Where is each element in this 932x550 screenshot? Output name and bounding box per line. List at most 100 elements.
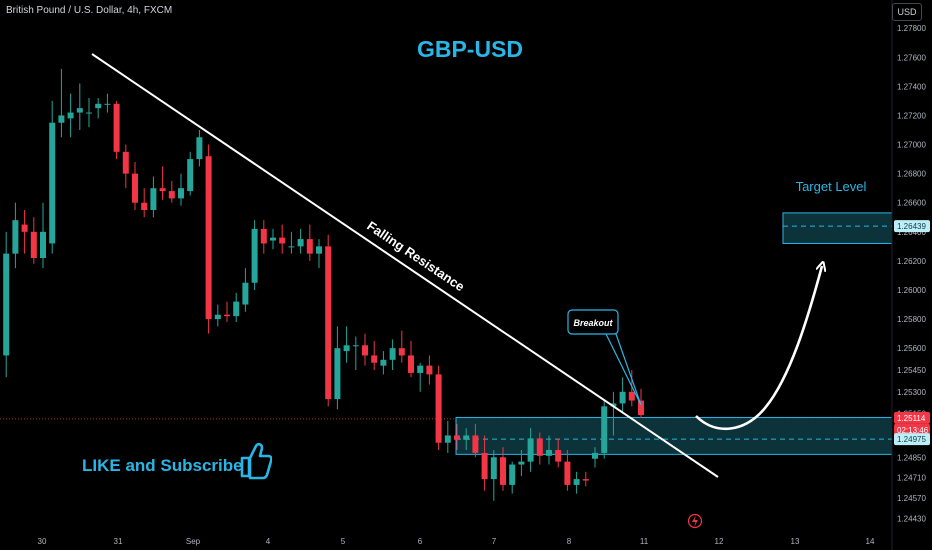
- candle-body: [426, 365, 433, 375]
- candle: [316, 239, 322, 269]
- candle-body: [122, 151, 129, 174]
- x-tick-label: Sep: [186, 537, 201, 546]
- candle: [334, 326, 341, 410]
- candle-body: [58, 115, 65, 123]
- candle: [233, 292, 240, 322]
- x-tick-label: 8: [567, 537, 572, 546]
- candle: [435, 365, 442, 450]
- candle: [49, 100, 56, 254]
- candle-body: [150, 188, 157, 210]
- candle: [58, 68, 65, 138]
- candle-body: [104, 103, 111, 105]
- target-level-label: Target Level: [796, 179, 867, 194]
- candle: [159, 166, 166, 200]
- candle: [205, 144, 212, 334]
- candle: [454, 423, 460, 450]
- y-tick-label: 1.24570: [897, 494, 926, 503]
- candle: [536, 432, 543, 465]
- candle: [527, 428, 534, 472]
- candle: [251, 220, 258, 290]
- candle: [187, 151, 194, 196]
- candle: [279, 224, 286, 254]
- svg-text:1.24975: 1.24975: [897, 435, 926, 444]
- candle-body: [141, 202, 148, 210]
- falling-resistance-label: Falling Resistance: [364, 218, 467, 294]
- breakout-callout-box: [567, 309, 619, 335]
- symbol-label: British Pound / U.S. Dollar, 4h, FXCM: [6, 5, 173, 16]
- lightning-icon[interactable]: [687, 513, 703, 529]
- candle: [619, 377, 626, 414]
- candle: [95, 98, 102, 119]
- candle: [214, 304, 221, 327]
- candle: [141, 188, 148, 218]
- candle-body: [527, 438, 534, 462]
- candle-body: [40, 231, 46, 258]
- candle: [150, 176, 157, 218]
- x-tick-label: 30: [38, 537, 47, 546]
- countdown-tag: 02:13:46: [894, 423, 930, 436]
- candle: [260, 220, 267, 254]
- candle-body: [389, 348, 396, 360]
- candle: [67, 93, 74, 138]
- candle: [104, 93, 111, 113]
- candle-body: [592, 452, 598, 459]
- candle: [518, 450, 525, 477]
- currency-button[interactable]: USD: [892, 3, 922, 21]
- candle-body: [619, 391, 626, 404]
- candle-body: [132, 173, 138, 203]
- candle-body: [444, 435, 451, 443]
- candle: [76, 83, 83, 130]
- candle: [481, 435, 488, 491]
- candle-body: [242, 282, 249, 305]
- candle: [610, 391, 617, 436]
- y-tick-label: 1.26600: [897, 199, 926, 208]
- candle: [426, 355, 433, 385]
- y-tick-label: 1.24430: [897, 514, 926, 523]
- candle: [490, 450, 497, 501]
- candle-body: [362, 345, 368, 356]
- candle-body: [224, 314, 230, 317]
- price-axis[interactable]: 1.27800 1.27600 1.27400 1.27200 1.27000 1.268…: [891, 0, 930, 550]
- candle: [12, 202, 19, 269]
- candle-body: [214, 314, 221, 320]
- candle-body: [76, 108, 83, 113]
- candle: [30, 217, 37, 264]
- candle: [288, 231, 295, 254]
- candle: [509, 461, 516, 494]
- candle-body: [628, 391, 635, 401]
- candle: [444, 420, 451, 453]
- candle-body: [316, 246, 322, 254]
- chart-title: GBP-USD: [416, 36, 524, 62]
- candle-body: [500, 457, 506, 485]
- y-tick-label: 1.25450: [897, 366, 926, 375]
- candle: [564, 450, 571, 491]
- candle: [122, 144, 129, 189]
- target-zone: [782, 212, 893, 244]
- y-tick-label: 1.26000: [897, 286, 926, 295]
- candle-body: [472, 435, 479, 453]
- candle-body: [113, 103, 120, 152]
- candle-body: [463, 435, 470, 440]
- candle: [628, 370, 635, 407]
- svg-text:1.26439: 1.26439: [897, 222, 926, 231]
- candle: [168, 180, 175, 203]
- candle-body: [398, 348, 405, 356]
- candle-body: [178, 188, 184, 199]
- current-price-tag: 1.25114: [894, 411, 930, 424]
- candle: [343, 326, 350, 363]
- candle: [113, 100, 120, 160]
- candle-body: [49, 122, 56, 244]
- candle-body: [279, 237, 286, 244]
- time-axis[interactable]: 30 31 Sep 4 5 6 7 8 11 12 13 14: [38, 537, 875, 546]
- candle-body: [306, 239, 313, 254]
- candle-body: [509, 464, 516, 485]
- candle: [86, 98, 92, 128]
- candle-body: [352, 345, 359, 347]
- x-tick-label: 5: [341, 537, 346, 546]
- candle: [398, 330, 405, 363]
- y-tick-label: 1.25300: [897, 388, 926, 397]
- candle-body: [205, 156, 212, 320]
- candle-body: [518, 461, 525, 465]
- candle-body: [325, 246, 332, 400]
